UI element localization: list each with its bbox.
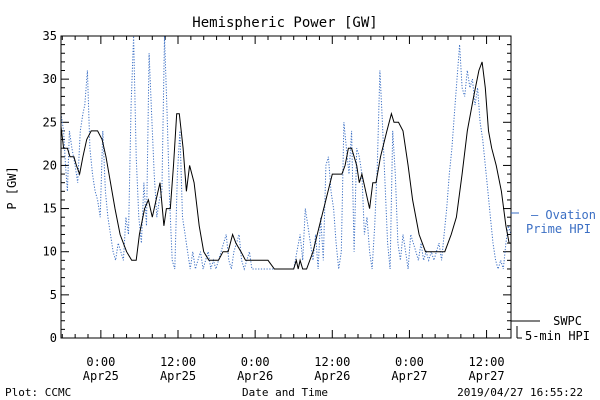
x-tick-time-label: 0:00 [241,355,270,369]
y-tick-label: 35 [43,29,57,43]
x-tick-date-label: Apr27 [391,369,427,383]
y-tick-label: 0 [50,331,57,345]
legend-ovation-label-2: Prime HPI [526,222,591,236]
series-ovation-line [61,36,511,271]
series-layer [61,36,511,271]
y-tick-label: 15 [43,202,57,216]
legend-swpc-label-2: 5-min HPI [525,329,590,343]
y-tick-label: 10 [43,245,57,259]
y-tick-label: 20 [43,158,57,172]
x-tick-time-label: 0:00 [86,355,115,369]
x-tick-time-label: 12:00 [160,355,196,369]
chart-title: Hemispheric Power [GW] [192,15,377,31]
axis-ticks: 051015202530350:00Apr2512:00Apr250:00Apr… [43,29,511,383]
series-swpc-line [61,61,511,270]
x-tick-date-label: Apr25 [160,369,196,383]
x-tick-date-label: Apr26 [237,369,273,383]
y-tick-label: 5 [50,288,57,302]
x-tick-date-label: Apr26 [314,369,350,383]
x-tick-time-label: 12:00 [469,355,505,369]
y-axis-label: P [GW] [5,166,19,209]
legend-swpc-label-1: SWPC [553,314,582,328]
x-tick-time-label: 12:00 [314,355,350,369]
x-tick-time-label: 0:00 [395,355,424,369]
footer-plot-credit: Plot: CCMC [5,386,71,399]
x-tick-date-label: Apr25 [83,369,119,383]
footer-timestamp: 2019/04/27 16:55:22 [457,386,583,399]
x-axis-label: Date and Time [242,386,328,399]
y-tick-label: 30 [43,72,57,86]
legend-ovation-label-1: — Ovation [531,208,596,222]
y-tick-label: 25 [43,115,57,129]
plot-frame [60,35,512,339]
x-tick-date-label: Apr27 [469,369,505,383]
